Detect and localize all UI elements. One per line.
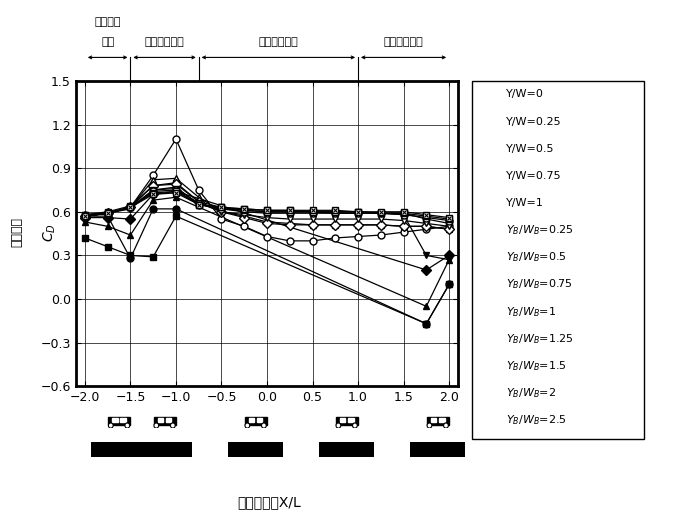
Circle shape xyxy=(109,423,113,428)
Bar xyxy=(257,418,263,422)
Bar xyxy=(158,418,163,422)
Circle shape xyxy=(155,424,157,427)
Bar xyxy=(336,417,358,425)
Bar xyxy=(340,418,345,422)
Text: Y/W=0.75: Y/W=0.75 xyxy=(506,171,562,181)
Text: 前後間隔　X/L: 前後間隔 X/L xyxy=(237,495,300,509)
Text: $Y_B/W_B$=2.5: $Y_B/W_B$=2.5 xyxy=(506,413,567,427)
Text: 追い抜き途中: 追い抜き途中 xyxy=(258,37,298,47)
Text: 追い抜き: 追い抜き xyxy=(94,17,121,27)
Text: Y/W=1: Y/W=1 xyxy=(506,198,544,208)
Bar xyxy=(112,418,118,422)
Text: $Y_B/W_B$=1.25: $Y_B/W_B$=1.25 xyxy=(506,332,574,346)
Bar xyxy=(166,418,172,422)
Circle shape xyxy=(172,424,174,427)
Circle shape xyxy=(110,424,112,427)
Bar xyxy=(439,418,444,422)
Text: 追い抜き初期: 追い抜き初期 xyxy=(384,37,424,47)
Circle shape xyxy=(338,424,340,427)
Circle shape xyxy=(126,424,128,427)
Circle shape xyxy=(429,424,431,427)
Bar xyxy=(431,418,436,422)
Text: $Y_B/W_B$=0.5: $Y_B/W_B$=0.5 xyxy=(506,251,567,264)
Text: $C_D$: $C_D$ xyxy=(41,223,58,242)
Circle shape xyxy=(154,423,158,428)
Text: $Y_B/W_B$=0.25: $Y_B/W_B$=0.25 xyxy=(506,223,574,237)
Circle shape xyxy=(427,423,431,428)
Circle shape xyxy=(246,424,249,427)
Circle shape xyxy=(171,423,175,428)
Text: 抗力係数: 抗力係数 xyxy=(11,217,23,247)
Bar xyxy=(245,417,267,425)
Text: $Y_B/W_B$=2: $Y_B/W_B$=2 xyxy=(506,386,557,400)
Text: 終了: 終了 xyxy=(101,37,114,47)
Text: Y/W=0.5: Y/W=0.5 xyxy=(506,144,555,154)
Circle shape xyxy=(336,423,340,428)
Circle shape xyxy=(445,424,447,427)
Circle shape xyxy=(354,424,356,427)
Text: Y/W=0.25: Y/W=0.25 xyxy=(506,116,562,127)
Text: Y/W=0: Y/W=0 xyxy=(506,89,544,100)
Bar xyxy=(121,418,126,422)
Circle shape xyxy=(353,423,357,428)
Bar xyxy=(108,417,130,425)
Bar xyxy=(426,417,449,425)
Text: $Y_B/W_B$=1: $Y_B/W_B$=1 xyxy=(506,305,557,318)
Text: 追い抜き後期: 追い抜き後期 xyxy=(145,37,185,47)
Bar xyxy=(249,418,254,422)
Text: $Y_B/W_B$=1.5: $Y_B/W_B$=1.5 xyxy=(506,359,567,373)
Circle shape xyxy=(444,423,448,428)
Circle shape xyxy=(262,423,266,428)
Circle shape xyxy=(125,423,130,428)
Bar xyxy=(154,417,176,425)
Text: $Y_B/W_B$=0.75: $Y_B/W_B$=0.75 xyxy=(506,278,573,291)
Circle shape xyxy=(263,424,265,427)
Bar xyxy=(348,418,353,422)
Circle shape xyxy=(245,423,249,428)
